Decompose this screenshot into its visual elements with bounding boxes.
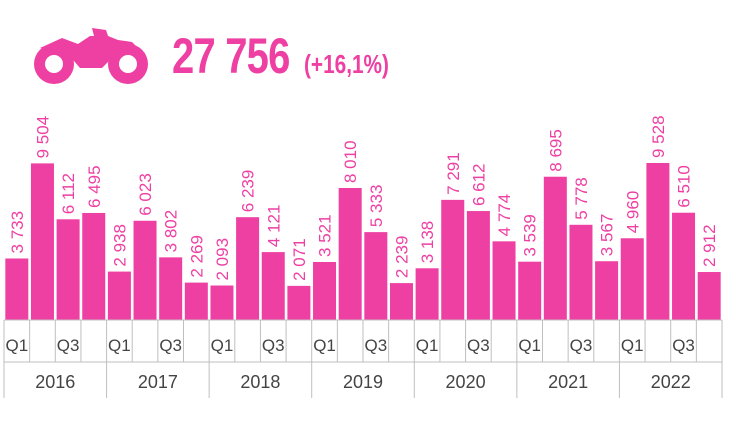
data-label: 3 802 [162,210,181,253]
data-label: 4 774 [495,194,514,237]
change-percent: (+16,1%) [304,49,389,79]
quarter-tick-label: Q3 [57,336,80,355]
year-tick-label: 2017 [138,372,178,392]
bar [569,224,593,320]
bar [107,271,131,320]
data-label: 6 510 [675,165,694,208]
data-label: 6 112 [59,173,78,214]
quarter-tick-label: Q1 [211,336,234,355]
data-label: 5 333 [367,185,386,228]
data-label: 2 912 [700,224,719,267]
data-label: 2 269 [187,235,206,278]
bar [56,219,80,320]
quarter-tick-label: Q1 [5,336,28,355]
year-tick-label: 2019 [343,372,383,392]
quarter-tick-label: Q3 [364,336,387,355]
total-value: 27 756 [172,28,290,84]
data-label: 3 138 [418,221,437,264]
data-label: 6 495 [85,165,104,208]
data-label: 4 960 [623,191,642,234]
header: 27 756 (+16,1%) [32,24,452,88]
data-label: 3 567 [598,214,617,257]
data-label: 2 239 [392,236,411,279]
data-label: 8 695 [546,129,565,172]
quarter-tick-label: Q3 [570,336,593,355]
data-label: 5 778 [572,177,591,220]
data-label: 8 010 [341,140,360,183]
bar [466,211,490,320]
data-label: 6 612 [469,164,488,207]
quarter-tick-label: Q1 [313,336,336,355]
quarter-tick-label: Q3 [159,336,182,355]
bar [210,285,234,320]
bar [30,163,54,320]
bar [646,163,670,320]
data-label: 2 093 [213,238,232,281]
bar [133,220,157,320]
data-label: 3 521 [316,214,335,257]
bar [287,285,311,320]
bar [364,232,388,320]
bar [184,282,208,320]
bar [82,212,106,320]
bar [672,212,696,320]
bar [441,199,465,320]
data-label: 9 528 [649,115,668,158]
bar [518,261,542,320]
year-tick-label: 2022 [651,372,691,392]
data-label: 3 733 [8,211,27,254]
bar [415,268,439,320]
bar [313,261,337,320]
data-label: 4 121 [264,205,283,248]
quarter-tick-label: Q1 [108,336,131,355]
bar [697,272,721,320]
data-label: 2 938 [110,224,129,267]
bar [389,283,413,320]
year-tick-label: 2016 [35,372,75,392]
bar [595,261,619,320]
bar [159,257,183,320]
quarter-tick-label: Q3 [262,336,285,355]
bar [543,176,567,320]
quarter-tick-label: Q3 [672,336,695,355]
data-label: 3 539 [521,214,540,257]
quarter-tick-label: Q1 [416,336,439,355]
bar [5,258,29,320]
bar [492,241,516,320]
data-label: 9 504 [33,116,52,159]
bar [620,238,644,320]
data-label: 7 291 [444,152,463,195]
quarter-tick-label: Q1 [621,336,644,355]
data-label: 2 071 [290,238,309,281]
quarter-tick-label: Q1 [518,336,541,355]
bar [261,252,285,320]
year-tick-label: 2021 [548,372,588,392]
motorcycle-icon [34,28,148,84]
quarter-tick-label: Q3 [467,336,490,355]
year-tick-label: 2020 [446,372,486,392]
year-tick-label: 2018 [240,372,280,392]
bar [338,188,362,320]
data-label: 6 239 [239,170,258,213]
data-label: 6 023 [136,173,155,216]
bar [236,217,260,320]
